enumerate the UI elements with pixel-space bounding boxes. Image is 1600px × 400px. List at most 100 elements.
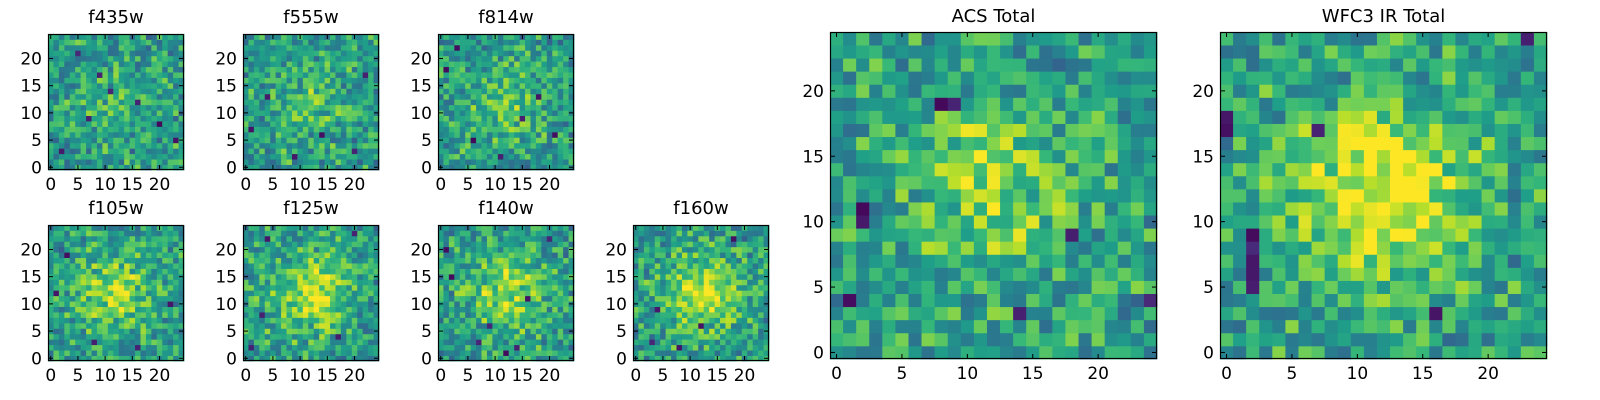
heatmap-cell: [167, 350, 174, 356]
heatmap-cell: [465, 82, 472, 89]
heatmap-cell: [145, 306, 152, 313]
heatmap-cell: [514, 142, 520, 149]
heatmap-cell: [568, 252, 575, 259]
heatmap-cell: [508, 273, 515, 280]
heatmap-cell: [720, 225, 726, 231]
heatmap-cell: [124, 77, 130, 84]
heatmap-cell: [286, 50, 293, 57]
heatmap-cell: [286, 268, 293, 275]
heatmap-cell: [443, 66, 450, 73]
y-tick-label: 0: [226, 158, 237, 178]
heatmap-cell: [69, 104, 76, 111]
heatmap-cell: [557, 77, 564, 84]
heatmap-cell: [486, 34, 493, 40]
heatmap-cell: [454, 137, 461, 144]
heatmap-cell: [454, 246, 461, 253]
heatmap-cell: [649, 230, 656, 237]
heatmap-cell: [335, 99, 342, 106]
heatmap-cell: [124, 350, 130, 356]
heatmap-cell: [291, 257, 298, 264]
heatmap-cell: [535, 137, 542, 144]
heatmap-cell: [568, 131, 575, 138]
heatmap-cell: [530, 241, 537, 248]
heatmap-cell: [368, 93, 374, 100]
heatmap-cell: [58, 121, 65, 127]
heatmap-cell: [75, 104, 82, 111]
heatmap-cell: [259, 39, 266, 46]
heatmap-cell: [1065, 175, 1079, 190]
heatmap-cell: [340, 328, 347, 335]
heatmap-cell: [178, 34, 185, 40]
heatmap-cell: [730, 306, 737, 313]
heatmap-cell: [752, 328, 759, 335]
heatmap-cell: [541, 235, 548, 242]
heatmap-cell: [96, 77, 103, 84]
heatmap-cell: [80, 39, 87, 46]
heatmap-cell: [459, 164, 466, 171]
heatmap-cell: [302, 355, 309, 362]
heatmap-cell: [302, 110, 309, 116]
heatmap-cell: [541, 142, 548, 149]
heatmap-cell: [1000, 293, 1014, 308]
heatmap-cell: [243, 159, 249, 165]
heatmap-cell: [113, 104, 120, 111]
heatmap-cell: [140, 115, 147, 122]
heatmap-cell: [335, 273, 342, 280]
heatmap-cell: [470, 301, 477, 307]
heatmap-cell: [986, 188, 1001, 203]
heatmap-cell: [508, 279, 515, 286]
heatmap-cell: [869, 280, 883, 294]
heatmap-cell: [486, 295, 493, 302]
heatmap-cell: [86, 142, 92, 149]
heatmap-cell: [443, 148, 450, 155]
heatmap-cell: [297, 284, 304, 291]
heatmap-cell: [302, 61, 309, 68]
heatmap-cell: [535, 295, 542, 302]
heatmap-cell: [91, 115, 98, 122]
heatmap-cell: [1013, 175, 1027, 190]
heatmap-cell: [465, 88, 472, 95]
heatmap-cell: [514, 273, 520, 280]
heatmap-cell: [665, 322, 672, 329]
heatmap-cell: [676, 333, 683, 340]
heatmap-cell: [286, 225, 293, 231]
heatmap-cell: [48, 39, 54, 46]
heatmap-cell: [102, 252, 109, 259]
heatmap-cell: [476, 44, 482, 51]
heatmap-cell: [508, 82, 515, 89]
heatmap-cell: [291, 339, 298, 346]
heatmap-cell: [720, 268, 726, 275]
heatmap-cell: [438, 241, 444, 248]
heatmap-cell: [335, 34, 342, 40]
heatmap-cell: [459, 317, 466, 324]
heatmap-cell: [259, 339, 266, 346]
heatmap-cell: [91, 110, 98, 116]
heatmap-cell: [102, 257, 109, 264]
heatmap-cell: [69, 317, 76, 324]
heatmap-cell: [546, 153, 553, 160]
heatmap-cell: [638, 317, 645, 324]
heatmap-cell: [557, 339, 564, 346]
heatmap-cell: [129, 333, 136, 340]
heatmap-cell: [248, 268, 255, 275]
heatmap-cell: [113, 131, 120, 138]
heatmap-cell: [459, 333, 466, 340]
heatmap-cell: [730, 328, 737, 335]
heatmap-cell: [508, 333, 515, 340]
heatmap-cell: [947, 319, 962, 334]
heatmap-cell: [291, 279, 298, 286]
y-tick-label: 10: [20, 104, 42, 124]
heatmap-cell: [118, 312, 125, 318]
heatmap-cell: [638, 230, 645, 237]
heatmap-cell: [503, 99, 510, 106]
heatmap-cell: [960, 293, 975, 308]
heatmap-cell: [173, 39, 179, 46]
heatmap-cell: [373, 142, 380, 149]
heatmap-cell: [107, 77, 114, 84]
heatmap-cell: [530, 350, 537, 356]
heatmap-cell: [140, 88, 147, 95]
heatmap-cell: [53, 246, 60, 253]
heatmap-cell: [151, 317, 158, 324]
heatmap-cell: [330, 164, 336, 171]
heatmap-cell: [351, 252, 358, 259]
